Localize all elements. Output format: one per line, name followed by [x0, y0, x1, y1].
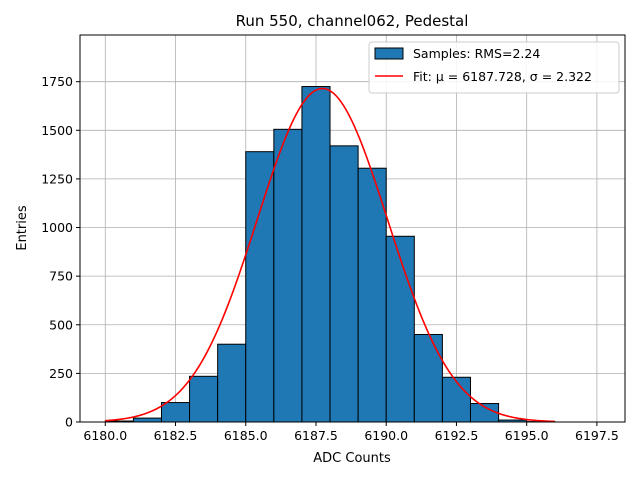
histogram-bar: [329, 145, 359, 423]
histogram-bar: [357, 167, 387, 423]
plot-frame: [79, 34, 626, 423]
x-tick-label: 6192.5: [435, 428, 479, 443]
y-tick-label: 1500: [41, 123, 73, 138]
x-tick-label: 6195.0: [505, 428, 549, 443]
x-tick-label: 6180.0: [83, 428, 127, 443]
y-tick-label: 1000: [41, 220, 73, 235]
y-tick-label: 500: [49, 317, 73, 332]
x-axis-label: ADC Counts: [313, 451, 391, 466]
histogram-bar: [217, 343, 247, 423]
x-tick-label: 6182.5: [154, 428, 198, 443]
x-tick-label: 6185.0: [224, 428, 268, 443]
legend: Samples: RMS=2.24 Fit: μ = 6187.728, σ =…: [368, 41, 620, 94]
y-tick-label: 750: [49, 269, 73, 284]
legend-fit-label: Fit: μ = 6187.728, σ = 2.322: [413, 69, 592, 84]
histogram-bar: [189, 375, 219, 423]
y-axis: 0 250 500 750 1000 1250 1500 1750: [41, 74, 80, 430]
histogram-bar: [273, 128, 303, 423]
y-axis-label: Entries: [15, 205, 30, 251]
histogram-bar: [301, 86, 331, 423]
legend-box: [368, 41, 620, 94]
histogram-bar: [160, 402, 191, 423]
x-tick-label: 6187.5: [294, 428, 338, 443]
y-tick-label: 0: [65, 415, 73, 430]
histogram-bar: [413, 333, 443, 423]
x-tick-label: 6190.0: [364, 428, 408, 443]
histogram-bar: [132, 417, 162, 423]
y-tick-label: 1250: [41, 171, 73, 186]
x-tick-label: 6197.5: [575, 428, 619, 443]
legend-samples-swatch: [374, 47, 404, 60]
histogram-bar: [441, 376, 471, 423]
y-tick-label: 250: [49, 366, 73, 381]
legend-samples-label: Samples: RMS=2.24: [413, 46, 540, 61]
histogram-bar: [245, 151, 275, 423]
histogram-bars: [104, 86, 556, 423]
chart-title: Run 550, channel062, Pedestal: [236, 12, 469, 30]
y-tick-label: 1750: [41, 74, 73, 89]
x-axis: 6180.0 6182.5 6185.0 6187.5 6190.0 6192.5 6195…: [83, 422, 619, 443]
fit-curve: [105, 87, 555, 423]
histogram-bar: [385, 235, 415, 423]
